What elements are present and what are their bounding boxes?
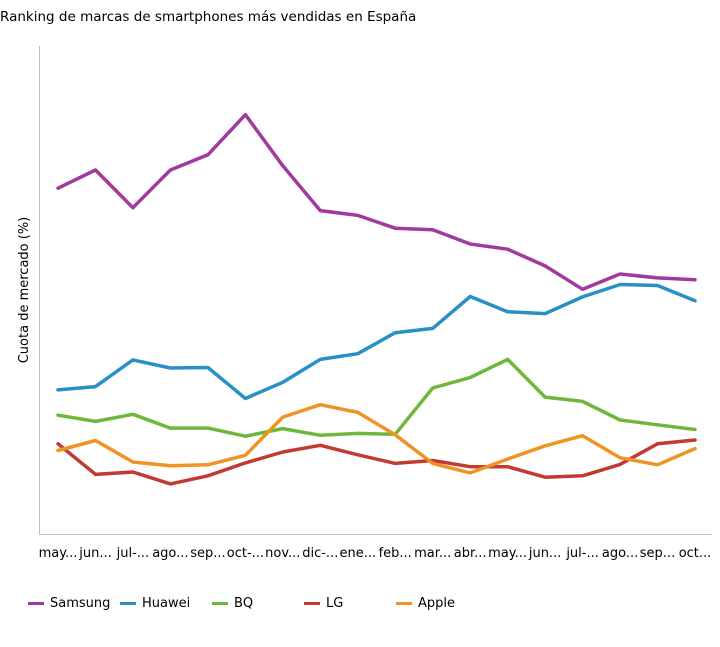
x-tick-label: jul-... [116,546,150,561]
series-layer [56,112,697,486]
legend-swatch [28,601,44,605]
x-tick-label: sep... [190,546,225,561]
legend-label: Apple [418,595,456,611]
legend-item-bq: BQ [212,594,253,612]
x-tick-label: may... [39,546,78,561]
x-tick-labels: may... jun... jul-... ago... sep... oct-... no… [39,546,712,561]
series-line-bq [56,357,697,438]
series-line-samsung [56,112,697,292]
x-tick-label: jul-... [565,546,599,561]
legend-swatch [212,601,228,605]
legend-item-samsung: Samsung [28,594,110,612]
x-tick-label: mar... [414,546,451,561]
x-tick-label: jun... [78,546,112,561]
x-tick-label: may... [488,546,527,561]
x-tick-label: jun... [528,546,562,561]
series-line-lg [56,438,697,486]
legend: Samsung Huawei BQ LG Apple [28,594,588,612]
legend-swatch [396,601,412,605]
legend-item-huawei: Huawei [120,594,190,612]
legend-label: BQ [234,595,254,611]
legend-label: LG [326,595,344,611]
legend-swatch [120,601,136,605]
legend-label: Huawei [142,595,191,611]
x-tick-label: sep... [640,546,675,561]
legend-swatch [304,601,320,605]
x-tick-label: dic-... [302,546,338,561]
y-axis-label: Cuota de mercado (%) [17,217,32,364]
x-tick-label: feb... [379,546,412,561]
x-tick-label: ago... [602,546,638,561]
chart-title: Ranking de marcas de smartphones más ven… [0,9,417,25]
x-tick-label: oct-... [227,546,264,561]
x-tick-label: ago... [152,546,188,561]
legend-item-lg: LG [304,594,343,612]
x-tick-label: nov... [265,546,300,561]
series-line-huawei [56,282,697,401]
legend-label: Samsung [50,595,111,611]
x-tick-label: oct... [679,546,712,561]
x-tick-label: ene... [339,546,376,561]
x-tick-label: abr... [454,546,487,561]
legend-item-apple: Apple [396,594,455,612]
series-line-apple [56,402,697,475]
